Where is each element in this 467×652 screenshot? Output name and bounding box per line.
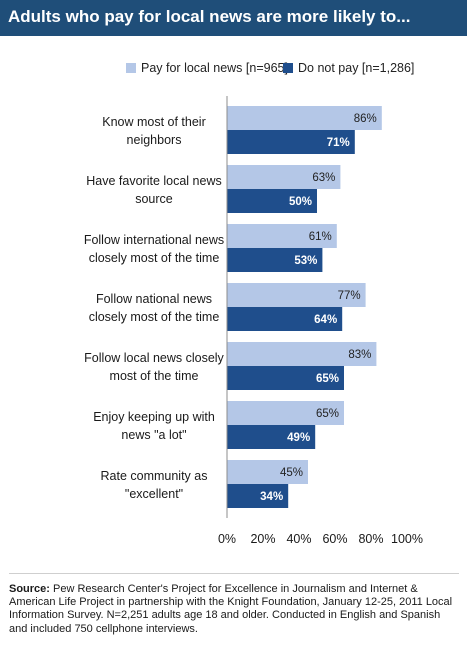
bar-no-pay: [227, 425, 316, 449]
category-label-line: Know most of their: [102, 115, 206, 129]
bar-pay: [227, 106, 382, 130]
bar-pay: [227, 401, 344, 425]
source-note: Source: Pew Research Center's Project fo…: [9, 583, 461, 636]
bar-pay: [227, 460, 308, 484]
category-label-line: news "a lot": [121, 428, 186, 442]
category-label-line: closely most of the time: [89, 251, 220, 265]
category-label-line: Follow local news closely: [84, 351, 224, 365]
bar-no-pay: [227, 307, 343, 331]
category-label: Have favorite local news source: [86, 174, 221, 206]
data-label-pay: 65%: [316, 408, 339, 420]
bar-pay: [227, 342, 377, 366]
data-label-no-pay: 53%: [294, 255, 317, 267]
data-label-pay: 63%: [312, 172, 335, 184]
bar-pay: [227, 165, 341, 189]
x-tick-label: 40%: [286, 532, 311, 546]
data-label-no-pay: 34%: [260, 491, 283, 503]
category-label-line: Enjoy keeping up with: [93, 410, 215, 424]
category-label: Follow local news closely most of the tim…: [84, 351, 224, 383]
legend-swatch-pay: [126, 63, 136, 73]
x-tick-label: 80%: [358, 532, 383, 546]
category-label: Rate community as "excellent": [101, 469, 208, 501]
legend: Pay for local news [n=965] Do not pay [n…: [0, 61, 467, 77]
category-label-line: Follow international news: [84, 233, 224, 247]
category-label-line: closely most of the time: [89, 310, 220, 324]
bar-pay: [227, 283, 366, 307]
data-label-pay: 45%: [280, 467, 303, 479]
data-label-pay: 61%: [309, 231, 332, 243]
x-tick-label: 0%: [218, 532, 236, 546]
x-tick-label: 60%: [322, 532, 347, 546]
category-label: Follow international news closely most of…: [84, 233, 224, 265]
bar-no-pay: [227, 248, 323, 272]
category-label-line: Follow national news: [96, 292, 212, 306]
category-label-line: Have favorite local news: [86, 174, 221, 188]
data-label-no-pay: 49%: [287, 432, 310, 444]
data-label-no-pay: 50%: [289, 196, 312, 208]
category-label-line: "excellent": [125, 487, 183, 501]
data-label-pay: 77%: [338, 290, 361, 302]
category-label-line: most of the time: [110, 369, 199, 383]
category-label: Follow national news closely most of the …: [89, 292, 220, 324]
data-label-pay: 83%: [348, 349, 371, 361]
data-label-pay: 86%: [354, 113, 377, 125]
data-label-no-pay: 64%: [314, 314, 337, 326]
category-label: Know most of their neighbors: [102, 115, 206, 147]
legend-swatch-no-pay: [283, 63, 293, 73]
x-tick-label: 100%: [391, 532, 423, 546]
legend-item-pay: Pay for local news [n=965]: [126, 61, 288, 75]
data-label-no-pay: 71%: [327, 137, 350, 149]
category-label-line: Rate community as: [101, 469, 208, 483]
source-text: Pew Research Center's Project for Excell…: [9, 583, 453, 635]
bar-no-pay: [227, 130, 355, 154]
bar-no-pay: [227, 189, 317, 213]
divider: [9, 573, 459, 574]
chart-title: Adults who pay for local news are more l…: [0, 0, 467, 36]
category-label: Enjoy keeping up with news "a lot": [93, 410, 215, 442]
category-label-line: source: [135, 192, 173, 206]
bar-pay: [227, 224, 337, 248]
data-label-no-pay: 65%: [316, 373, 339, 385]
legend-label-no-pay: Do not pay [n=1,286]: [298, 61, 415, 75]
legend-item-no-pay: Do not pay [n=1,286]: [283, 61, 414, 75]
legend-label-pay: Pay for local news [n=965]: [141, 61, 288, 75]
category-label-line: neighbors: [127, 133, 182, 147]
bar-chart: Know most of their neighbors 86% 71% Have fa…: [84, 96, 423, 546]
bar-no-pay: [227, 366, 344, 390]
x-tick-label: 20%: [250, 532, 275, 546]
bar-no-pay: [227, 484, 289, 508]
source-label: Source:: [9, 583, 50, 595]
